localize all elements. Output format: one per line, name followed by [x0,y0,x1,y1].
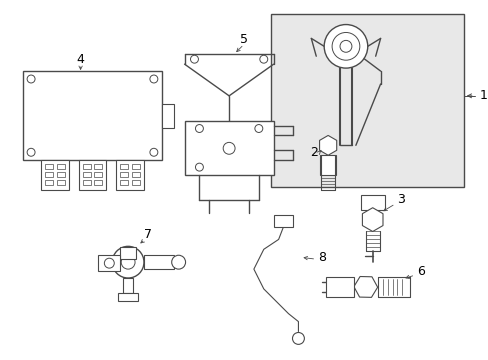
Circle shape [27,148,35,156]
Bar [120,180,128,185]
Bar [98,255,120,271]
Bar [57,164,64,169]
Text: 7: 7 [143,228,152,241]
Text: 5: 5 [240,33,247,46]
Bar [94,180,102,185]
Bar [116,160,143,190]
Bar [120,247,136,259]
Circle shape [171,255,185,269]
Bar [23,71,162,160]
Bar [273,215,293,226]
Bar [45,172,53,177]
Circle shape [112,246,143,278]
Circle shape [259,55,267,63]
Bar [270,14,463,187]
Circle shape [331,32,359,60]
Circle shape [223,142,235,154]
Bar [45,164,53,169]
Circle shape [121,255,135,269]
Circle shape [104,258,114,268]
Bar [120,164,128,169]
Circle shape [292,333,304,345]
Text: 6: 6 [416,265,424,278]
Circle shape [150,75,158,83]
Bar [45,180,53,185]
Bar [143,255,173,269]
Bar [184,121,273,175]
Circle shape [195,163,203,171]
Bar [132,164,140,169]
Bar [320,155,335,175]
Bar [82,180,90,185]
Bar [132,180,140,185]
Bar [94,172,102,177]
Bar [123,278,133,293]
Bar [162,104,173,127]
Bar [82,164,90,169]
Circle shape [324,24,367,68]
Bar [360,195,384,210]
Circle shape [27,75,35,83]
Bar [79,160,106,190]
Bar [132,172,140,177]
Bar [41,160,69,190]
Text: 4: 4 [77,53,84,66]
Circle shape [339,40,351,52]
Text: 3: 3 [397,193,405,206]
Bar [94,164,102,169]
Bar [57,180,64,185]
Bar [118,293,138,301]
Bar [120,172,128,177]
Text: 2: 2 [310,146,318,159]
Bar [57,172,64,177]
Circle shape [254,125,262,132]
Text: 8: 8 [318,251,325,264]
Bar [82,172,90,177]
Circle shape [150,148,158,156]
Text: 1: 1 [479,89,487,102]
Circle shape [195,125,203,132]
Bar [325,277,353,297]
Circle shape [190,55,198,63]
